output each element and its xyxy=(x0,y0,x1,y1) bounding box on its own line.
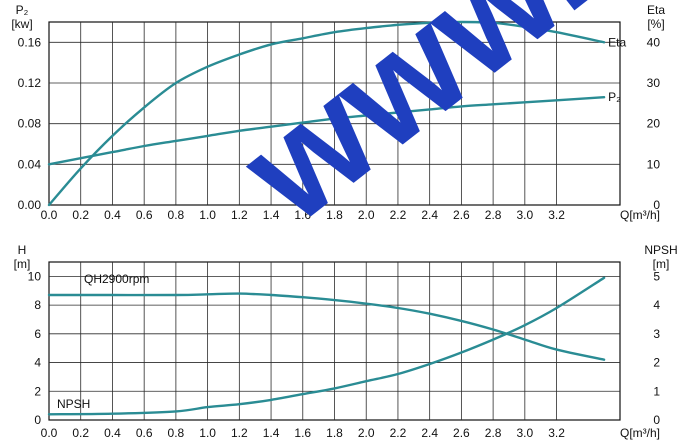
left-tick-label: 0.16 xyxy=(18,35,42,49)
x-tick-label: 0.6 xyxy=(136,426,153,440)
left-tick-label: 0.00 xyxy=(18,198,42,212)
left-axis-unit: [m] xyxy=(14,257,31,271)
right-tick-label: 2 xyxy=(653,356,660,370)
x-tick-label: 0.6 xyxy=(136,208,153,222)
right-tick-label: 30 xyxy=(647,76,661,90)
left-tick-label: 0.08 xyxy=(18,117,42,131)
left-tick-label: 10 xyxy=(28,269,42,283)
x-tick-label: 0.8 xyxy=(168,426,185,440)
left-tick-label: 8 xyxy=(34,298,41,312)
x-axis-label: Q[m³/h] xyxy=(620,426,660,440)
x-tick-label: 2.0 xyxy=(358,426,375,440)
x-tick-label: 0.4 xyxy=(104,426,121,440)
x-tick-label: 0.0 xyxy=(41,426,58,440)
x-tick-label: 2.4 xyxy=(421,208,438,222)
right-axis-title: Eta xyxy=(647,3,665,17)
x-tick-label: 3.2 xyxy=(548,426,565,440)
x-tick-label: 0.2 xyxy=(72,208,89,222)
x-tick-label: 0.0 xyxy=(41,208,58,222)
x-tick-label: 1.2 xyxy=(231,426,248,440)
x-tick-label: 0.4 xyxy=(104,208,121,222)
left-tick-label: 0 xyxy=(34,413,41,427)
x-tick-label: 2.6 xyxy=(453,208,470,222)
x-tick-label: 1.2 xyxy=(231,208,248,222)
x-tick-label: 3.0 xyxy=(516,208,533,222)
series-label: Eta xyxy=(608,35,626,49)
series-line-qh2900rpm xyxy=(47,292,606,361)
series-line-p xyxy=(47,96,606,166)
series-label: NPSH xyxy=(57,397,90,411)
right-tick-label: 4 xyxy=(653,298,660,312)
left-tick-label: 0.04 xyxy=(18,157,42,171)
left-axis-title: P₂ xyxy=(16,3,29,17)
x-tick-label: 1.0 xyxy=(199,426,216,440)
right-axis-title: NPSH xyxy=(644,243,677,257)
x-tick-label: 1.0 xyxy=(199,208,216,222)
right-tick-label: 5 xyxy=(653,269,660,283)
x-tick-label: 2.2 xyxy=(390,208,407,222)
right-tick-label: 20 xyxy=(647,117,661,131)
x-tick-label: 0.8 xyxy=(168,208,185,222)
left-tick-label: 4 xyxy=(34,356,41,370)
x-tick-label: 1.4 xyxy=(263,426,280,440)
x-tick-label: 1.6 xyxy=(294,426,311,440)
right-axis-unit: [%] xyxy=(647,17,664,31)
x-tick-label: 2.0 xyxy=(358,208,375,222)
x-tick-label: 1.8 xyxy=(326,208,343,222)
x-tick-label: 1.4 xyxy=(263,208,280,222)
x-tick-label: 3.2 xyxy=(548,208,565,222)
left-tick-label: 6 xyxy=(34,327,41,341)
series-label: QH2900rpm xyxy=(84,272,149,286)
left-axis-unit: [kw] xyxy=(11,17,32,31)
x-tick-label: 2.8 xyxy=(485,426,502,440)
right-tick-label: 1 xyxy=(653,384,660,398)
x-tick-label: 2.4 xyxy=(421,426,438,440)
x-tick-label: 1.6 xyxy=(294,208,311,222)
right-axis-unit: [m] xyxy=(653,257,670,271)
series-line-npsh xyxy=(47,276,606,416)
left-axis-title: H xyxy=(18,243,27,257)
left-tick-label: 0.12 xyxy=(18,76,42,90)
x-tick-label: 2.8 xyxy=(485,208,502,222)
right-tick-label: 0 xyxy=(653,198,660,212)
series-label: P₂ xyxy=(608,90,621,104)
left-tick-label: 2 xyxy=(34,384,41,398)
right-tick-label: 3 xyxy=(653,327,660,341)
x-axis-label: Q[m³/h] xyxy=(620,208,660,222)
right-tick-label: 0 xyxy=(653,413,660,427)
x-tick-label: 0.2 xyxy=(72,426,89,440)
x-tick-label: 2.2 xyxy=(390,426,407,440)
x-tick-label: 2.6 xyxy=(453,426,470,440)
right-tick-label: 10 xyxy=(647,157,661,171)
x-tick-label: 1.8 xyxy=(326,426,343,440)
x-tick-label: 3.0 xyxy=(516,426,533,440)
right-tick-label: 40 xyxy=(647,35,661,49)
series-line-eta xyxy=(47,20,606,207)
